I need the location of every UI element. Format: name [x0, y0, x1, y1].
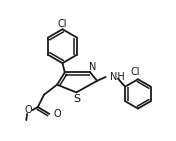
Text: S: S [74, 93, 81, 103]
Text: O: O [25, 105, 32, 115]
Text: N: N [89, 62, 96, 72]
Text: NH: NH [110, 72, 125, 82]
Text: Cl: Cl [131, 67, 140, 77]
Text: O: O [53, 109, 61, 119]
Text: Cl: Cl [58, 19, 67, 29]
